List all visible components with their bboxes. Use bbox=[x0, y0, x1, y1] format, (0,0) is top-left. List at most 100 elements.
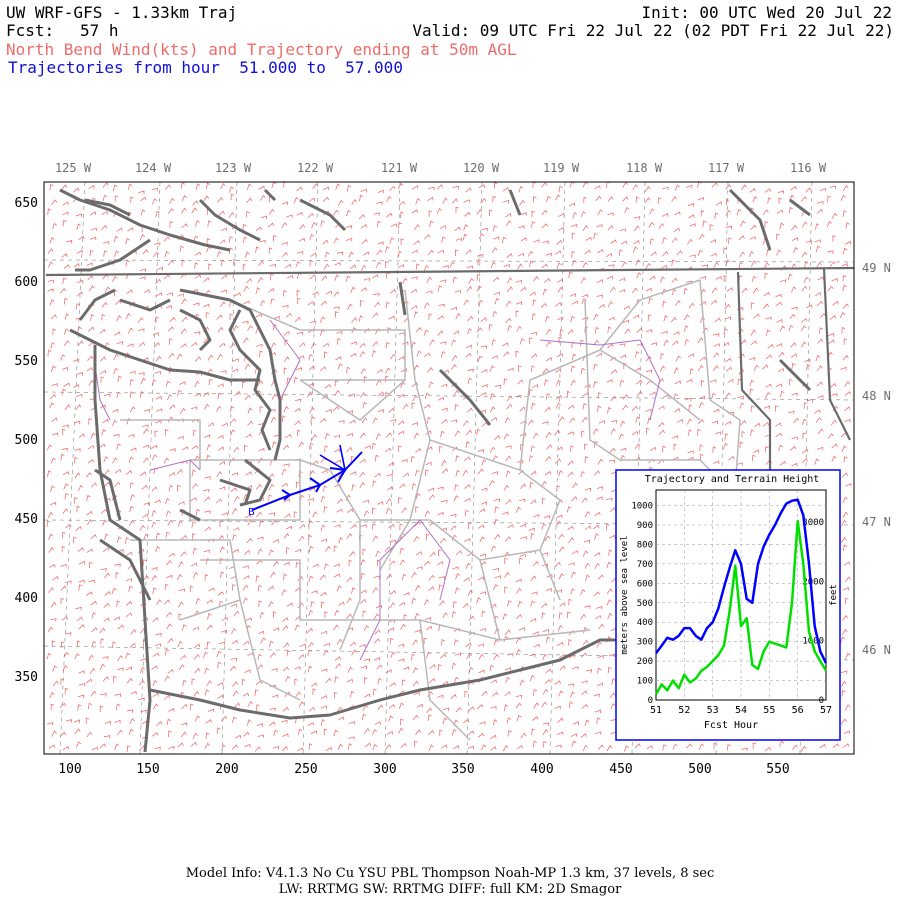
lon-label: 122 W bbox=[297, 161, 334, 175]
coastline-segment bbox=[728, 188, 772, 251]
county-line bbox=[599, 279, 701, 351]
coastline-segment bbox=[93, 345, 152, 753]
trajectory-arrows bbox=[281, 467, 346, 501]
trajectory-start-marker: B bbox=[248, 507, 255, 518]
inset-left-tick: 200 bbox=[637, 657, 653, 667]
trajectory-path: B bbox=[248, 444, 363, 518]
map-title: UW WRF-GFS - 1.33km Traj bbox=[6, 3, 238, 22]
lon-label: 117 W bbox=[708, 161, 745, 175]
coastline-segment bbox=[75, 238, 151, 272]
coastline-segment bbox=[228, 309, 272, 451]
coastline-segment bbox=[99, 538, 152, 601]
coastline-segment bbox=[179, 508, 201, 522]
inset-x-tick: 51 bbox=[650, 705, 662, 716]
lon-label: 118 W bbox=[626, 161, 663, 175]
inset-x-tick: 56 bbox=[792, 705, 804, 716]
lon-label: 125 W bbox=[55, 161, 92, 175]
inset-right-tick: 3000 bbox=[802, 518, 824, 528]
wind-barbs bbox=[46, 180, 852, 752]
y-tick-label: 350 bbox=[15, 670, 38, 685]
coastline-segment bbox=[198, 198, 261, 242]
county-boundaries bbox=[45, 266, 855, 741]
inset-left-tick: 800 bbox=[637, 540, 653, 550]
x-tick-label: 100 bbox=[58, 762, 81, 777]
coastline-segment bbox=[94, 468, 122, 521]
map-subtitle: North Bend Wind(kts) and Trajectory endi… bbox=[6, 40, 517, 59]
coastline-segment bbox=[239, 458, 272, 507]
coastline-segment bbox=[789, 198, 811, 217]
coastline-segment bbox=[84, 198, 131, 217]
inset-left-tick: 700 bbox=[637, 560, 653, 570]
y-tick-label: 600 bbox=[15, 275, 38, 290]
lon-label: 123 W bbox=[215, 161, 252, 175]
lon-label: 120 W bbox=[463, 161, 500, 175]
trajectory-range: Trajectories from hour 51.000 to 57.000 bbox=[8, 58, 403, 77]
init-time: Init: 00 UTC Wed 20 Jul 22 bbox=[641, 3, 892, 22]
forecast-label: Fcst: bbox=[6, 21, 55, 40]
y-tick-label: 550 bbox=[15, 354, 38, 369]
y-tick-label: 400 bbox=[15, 591, 38, 606]
county-line bbox=[419, 619, 471, 741]
inset-x-label: Fcst Hour bbox=[704, 720, 758, 731]
coastline-segment bbox=[263, 188, 277, 202]
inset-left-tick: 400 bbox=[637, 618, 653, 628]
trajectory-endpoint-barb bbox=[319, 444, 347, 472]
county-line bbox=[360, 519, 541, 561]
inset-right-label: feet bbox=[829, 584, 839, 606]
x-tick-label: 200 bbox=[215, 762, 238, 777]
coastline-segment bbox=[78, 288, 116, 321]
coastline-segment bbox=[219, 478, 252, 506]
x-tick-label: 300 bbox=[373, 762, 396, 777]
wind-barb-field bbox=[46, 180, 852, 752]
county-line bbox=[130, 539, 241, 621]
inset-right-tick: 2000 bbox=[802, 577, 824, 587]
lon-label: 116 W bbox=[790, 161, 827, 175]
county-line bbox=[584, 299, 621, 461]
coastline-segment bbox=[149, 638, 640, 720]
inset-left-tick: 300 bbox=[637, 638, 653, 648]
lat-label: 47 N bbox=[862, 515, 891, 529]
y-tick-label: 650 bbox=[15, 196, 38, 211]
coastline-segment bbox=[119, 298, 171, 312]
coastline-segment bbox=[69, 328, 260, 382]
map-frame bbox=[43, 181, 855, 755]
x-tick-label: 250 bbox=[294, 762, 317, 777]
valid-time: Valid: 09 UTC Fri 22 Jul 22 (02 PDT Fri … bbox=[412, 21, 894, 40]
coastline-segment bbox=[59, 188, 231, 252]
parallel-line bbox=[43, 259, 855, 263]
x-tick-label: 450 bbox=[609, 762, 632, 777]
meridian-line bbox=[384, 181, 401, 755]
forecast-hours: 57 h bbox=[80, 21, 119, 40]
coastline bbox=[59, 188, 812, 753]
meridian-line bbox=[466, 181, 483, 755]
county-line bbox=[479, 559, 501, 641]
inset-left-tick: 900 bbox=[637, 521, 653, 531]
inset-left-tick: 500 bbox=[637, 599, 653, 609]
river-line bbox=[149, 459, 201, 471]
lon-label: 119 W bbox=[543, 161, 580, 175]
trajectory-inset-chart: Trajectory and Terrain Height 0 100 200 300 4… bbox=[615, 469, 841, 741]
county-line bbox=[200, 559, 591, 641]
lon-label: 121 W bbox=[381, 161, 418, 175]
x-tick-label: 350 bbox=[451, 762, 474, 777]
inset-x-tick: 55 bbox=[763, 705, 775, 716]
border-montana bbox=[822, 267, 851, 441]
x-tick-label: 400 bbox=[530, 762, 553, 777]
model-info-line1: Model Info: V4.1.3 No Cu YSU PBL Thompso… bbox=[185, 866, 715, 881]
coastline-segment bbox=[229, 298, 282, 461]
terrain-height-line bbox=[654, 519, 828, 695]
county-line bbox=[120, 419, 201, 470]
coastline-segment bbox=[778, 358, 812, 392]
river-line bbox=[359, 519, 451, 661]
lat-label: 49 N bbox=[862, 261, 891, 275]
inset-right-tick: 0 bbox=[819, 696, 824, 706]
inset-left-tick: 0 bbox=[648, 696, 653, 706]
lat-label: 46 N bbox=[862, 643, 891, 657]
border-canada bbox=[45, 266, 855, 277]
river-line bbox=[94, 364, 111, 421]
meridian-line bbox=[302, 181, 319, 755]
county-line bbox=[299, 379, 406, 421]
county-line bbox=[429, 439, 561, 601]
river-line bbox=[539, 339, 661, 421]
